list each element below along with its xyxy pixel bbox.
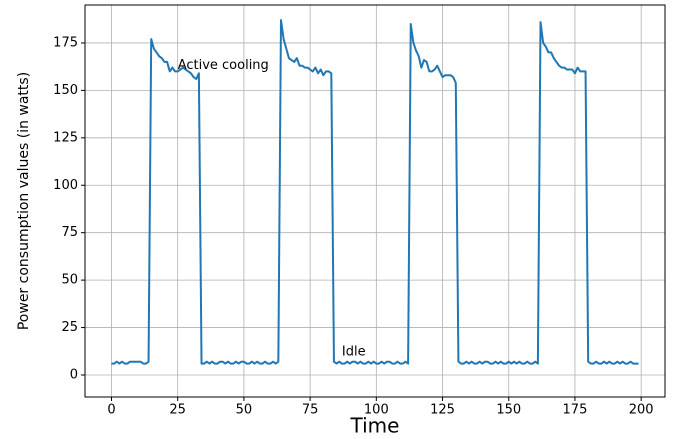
- y-tick-label: 125: [53, 130, 78, 145]
- x-tick-label: 125: [430, 403, 455, 418]
- x-axis-label: Time: [350, 414, 400, 438]
- y-tick-label: 0: [70, 367, 78, 382]
- annotation: Active cooling: [178, 58, 269, 73]
- y-tick-label: 150: [53, 83, 78, 98]
- y-tick-label: 50: [61, 273, 78, 288]
- x-tick-label: 175: [563, 403, 588, 418]
- y-tick-label: 75: [61, 225, 78, 240]
- x-tick-label: 0: [107, 403, 115, 418]
- y-tick-label: 25: [61, 320, 78, 335]
- y-tick-label: 175: [53, 35, 78, 50]
- y-tick-label: 100: [53, 178, 78, 193]
- x-tick-label: 200: [629, 403, 654, 418]
- x-tick-label: 25: [169, 403, 186, 418]
- x-tick-label: 75: [302, 403, 319, 418]
- x-tick-label: 50: [236, 403, 253, 418]
- plot-frame: [84, 4, 666, 398]
- y-axis-label: Power consumption values (in watts): [16, 72, 32, 330]
- annotation: Idle: [342, 345, 366, 360]
- x-tick-label: 150: [496, 403, 521, 418]
- x-tick-label: 100: [364, 403, 389, 418]
- line-series: [111, 19, 639, 365]
